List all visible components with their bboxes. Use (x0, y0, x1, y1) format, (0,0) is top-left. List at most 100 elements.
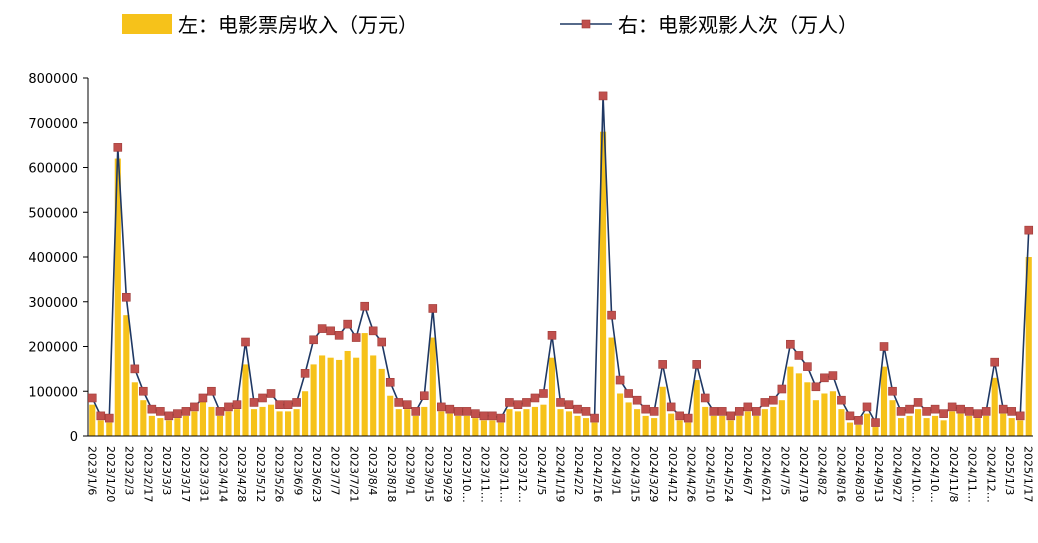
x-tick-label: 2024/10… (928, 446, 941, 503)
line-marker (232, 400, 242, 409)
bar (651, 418, 658, 436)
line-marker (743, 402, 753, 412)
bar (97, 420, 104, 436)
line-marker (181, 407, 191, 416)
y-tick-label: 0 (70, 430, 78, 445)
bar (744, 411, 751, 436)
bar (787, 366, 794, 436)
x-tick-label: 2024/2/16 (591, 446, 604, 502)
line-marker (828, 371, 838, 380)
line-marker (888, 386, 897, 396)
bar (557, 409, 564, 436)
line-marker (130, 364, 140, 374)
line-marker (505, 398, 514, 407)
line-marker (87, 393, 97, 403)
line-series (87, 91, 1034, 427)
bar (387, 395, 394, 436)
bar (250, 409, 258, 436)
x-tick-label: 2025/1/3 (1003, 446, 1016, 495)
bar (1017, 420, 1024, 436)
bar (863, 413, 871, 436)
x-tick-label: 2023/12… (516, 446, 529, 503)
legend-bar-swatch (122, 14, 172, 34)
legend-bar-label: 左：电影票房收入（万元） (178, 13, 418, 37)
x-tick-label: 2023/7/7 (329, 446, 342, 495)
bar (148, 415, 155, 436)
line-marker (581, 407, 591, 416)
line-marker (156, 407, 165, 416)
bar (915, 409, 922, 436)
bar (966, 415, 973, 436)
x-tick-label: 2024/8/30 (853, 446, 866, 502)
line-marker (488, 411, 497, 421)
bar (761, 409, 768, 436)
x-tick-label: 2024/5/10 (703, 446, 716, 502)
x-tick-label: 2023/8/18 (385, 446, 398, 502)
bar (191, 411, 198, 436)
bar (940, 420, 947, 436)
line-marker (283, 400, 293, 409)
y-tick-label: 200000 (28, 341, 78, 356)
bar (1025, 257, 1032, 436)
line-marker (922, 407, 931, 416)
bar (131, 382, 138, 436)
bar (327, 357, 334, 436)
bar (336, 359, 343, 436)
line-marker (224, 402, 233, 412)
y-tick-label: 800000 (28, 72, 78, 87)
line-marker (454, 407, 463, 416)
line-marker (607, 310, 616, 320)
x-tick-label: 2023/1/20 (104, 446, 117, 502)
bar (285, 411, 292, 436)
bar (600, 131, 607, 436)
x-tick-label: 2024/4/26 (685, 446, 698, 502)
x-tick-label: 2023/9/15 (422, 446, 435, 502)
x-tick-label: 2023/3/31 (198, 446, 211, 502)
bar (531, 406, 539, 436)
line-marker (786, 339, 795, 349)
x-tick-label: 2024/5/24 (722, 446, 735, 502)
line-marker (590, 413, 599, 423)
bar (693, 380, 700, 436)
x-tick-label: 2023/5/26 (273, 446, 286, 502)
line-marker (837, 395, 846, 405)
bar (208, 406, 215, 436)
bar (617, 393, 624, 436)
bar (182, 415, 189, 436)
x-tick-label: 2023/2/3 (123, 446, 136, 495)
bar (421, 406, 428, 436)
bar (608, 337, 615, 436)
y-tick-label: 500000 (28, 206, 78, 221)
bar (89, 404, 96, 436)
y-tick-label: 700000 (28, 117, 78, 132)
line-marker (215, 407, 225, 416)
line-marker (947, 402, 957, 412)
line-marker (368, 326, 378, 336)
line-marker (385, 377, 395, 387)
line-marker (675, 411, 684, 421)
x-tick-label: 2024/6/21 (760, 446, 773, 502)
legend-line-marker (581, 19, 591, 29)
line-marker (513, 400, 523, 409)
bar (123, 315, 130, 436)
x-tick-label: 2023/3/3 (160, 446, 173, 495)
x-tick-label: 2024/4/12 (666, 446, 679, 502)
line-marker (104, 413, 114, 423)
y-tick-label: 400000 (28, 251, 78, 266)
line-marker (905, 404, 914, 414)
line-marker (624, 389, 633, 398)
line-marker (428, 304, 438, 313)
x-tick-label: 2024/11… (966, 446, 979, 503)
bar (829, 391, 836, 436)
line-marker (658, 360, 667, 369)
bar (949, 411, 956, 436)
bar (395, 409, 402, 436)
line-marker (164, 411, 174, 421)
bar (889, 400, 896, 436)
bar (727, 420, 734, 436)
bar (676, 420, 683, 436)
bar (302, 391, 309, 436)
x-tick-label: 2023/6/23 (310, 446, 323, 502)
x-tick-label: 2023/11… (497, 446, 510, 503)
bar (446, 413, 453, 436)
